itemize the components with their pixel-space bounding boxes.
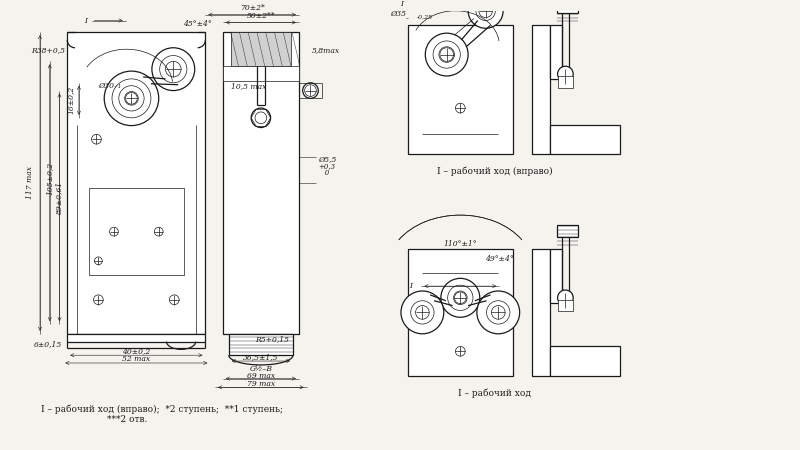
Text: I – рабочий ход: I – рабочий ход <box>458 388 531 398</box>
Bar <box>557 225 578 237</box>
Text: 89±0,61: 89±0,61 <box>55 181 63 214</box>
Circle shape <box>154 227 163 236</box>
Text: Ø30₋₁: Ø30₋₁ <box>98 82 122 90</box>
Bar <box>532 249 550 376</box>
Bar <box>229 334 293 355</box>
Text: 105±0,2: 105±0,2 <box>46 162 54 195</box>
Circle shape <box>491 306 505 319</box>
Bar <box>558 300 573 311</box>
Text: 50±2**: 50±2** <box>246 12 275 20</box>
Bar <box>89 188 184 275</box>
Circle shape <box>305 85 316 96</box>
Circle shape <box>410 301 434 324</box>
Circle shape <box>125 91 138 105</box>
Circle shape <box>454 292 466 304</box>
Text: 70±2*: 70±2* <box>240 4 265 12</box>
Text: I – рабочий ход (вправо): I – рабочий ход (вправо) <box>437 166 552 176</box>
Circle shape <box>454 291 467 305</box>
Circle shape <box>458 295 463 301</box>
Circle shape <box>476 1 495 21</box>
Text: 79 max: 79 max <box>247 380 275 388</box>
Text: I – рабочий ход (вправо);  *2 ступень;  **1 ступень;: I – рабочий ход (вправо); *2 ступень; **… <box>41 405 282 414</box>
Text: 52 max: 52 max <box>122 355 150 363</box>
Circle shape <box>426 33 468 76</box>
Circle shape <box>455 103 465 113</box>
Text: R38+0,5: R38+0,5 <box>31 46 66 54</box>
Bar <box>550 346 620 376</box>
Text: Ø35: Ø35 <box>390 10 406 18</box>
Bar <box>408 25 513 154</box>
Circle shape <box>433 41 460 68</box>
Circle shape <box>129 95 134 101</box>
Circle shape <box>126 93 138 104</box>
Circle shape <box>170 295 179 305</box>
Circle shape <box>440 48 454 61</box>
Text: 10,5 max: 10,5 max <box>230 82 266 90</box>
Circle shape <box>468 0 503 28</box>
Circle shape <box>94 257 102 265</box>
Bar <box>550 249 562 303</box>
Circle shape <box>479 4 493 18</box>
Circle shape <box>558 66 573 82</box>
Circle shape <box>482 7 490 15</box>
Circle shape <box>255 112 266 124</box>
Text: 36,5±1,5: 36,5±1,5 <box>243 353 278 361</box>
Circle shape <box>558 290 573 306</box>
Bar <box>532 25 550 154</box>
Text: G½–B: G½–B <box>250 365 272 373</box>
Circle shape <box>455 346 465 356</box>
Text: -0,25: -0,25 <box>418 15 434 20</box>
Text: R5+0,15: R5+0,15 <box>255 335 289 342</box>
Circle shape <box>110 227 118 236</box>
Bar <box>550 25 562 79</box>
Text: 69 max: 69 max <box>247 372 275 380</box>
Bar <box>230 32 291 66</box>
Bar <box>223 66 299 81</box>
Text: Ø5,5: Ø5,5 <box>318 155 337 162</box>
Circle shape <box>443 51 450 58</box>
Circle shape <box>104 71 158 126</box>
Circle shape <box>439 47 454 63</box>
Circle shape <box>91 135 102 144</box>
Circle shape <box>112 79 151 118</box>
Text: 16±0,2: 16±0,2 <box>67 86 75 114</box>
Bar <box>558 76 573 88</box>
Bar <box>223 32 299 334</box>
Text: 45°±4°: 45°±4° <box>183 20 212 28</box>
Circle shape <box>415 306 429 319</box>
Text: 117 max: 117 max <box>26 166 34 199</box>
Circle shape <box>94 295 103 305</box>
Text: 5,8max: 5,8max <box>312 46 340 54</box>
Text: 110°±1°: 110°±1° <box>443 240 477 248</box>
Bar <box>67 32 206 334</box>
Circle shape <box>441 279 480 317</box>
Circle shape <box>160 55 187 83</box>
Circle shape <box>119 86 144 111</box>
Text: I: I <box>409 282 412 290</box>
Bar <box>408 249 513 376</box>
Bar <box>550 125 620 154</box>
Bar <box>67 334 206 342</box>
Text: I: I <box>400 0 403 8</box>
Bar <box>557 1 578 13</box>
Circle shape <box>251 108 270 127</box>
Circle shape <box>486 301 510 324</box>
Text: 49°±4°: 49°±4° <box>485 255 514 263</box>
Text: ***2 отв.: ***2 отв. <box>107 415 148 424</box>
Circle shape <box>302 83 318 99</box>
Circle shape <box>401 291 444 334</box>
Text: 0: 0 <box>318 169 330 177</box>
Text: +0,3: +0,3 <box>318 162 335 171</box>
Circle shape <box>167 63 179 75</box>
Text: I: I <box>84 17 86 24</box>
Circle shape <box>166 61 181 77</box>
Circle shape <box>152 48 194 90</box>
Circle shape <box>477 291 520 334</box>
Text: 6±0,15: 6±0,15 <box>34 341 62 348</box>
Text: 40±0,2: 40±0,2 <box>122 347 150 356</box>
Circle shape <box>448 285 473 310</box>
Circle shape <box>306 87 314 94</box>
